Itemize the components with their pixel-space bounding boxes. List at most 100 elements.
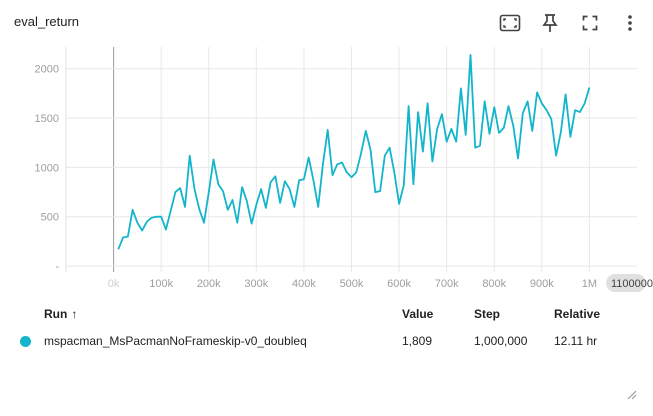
chart-title: eval_return bbox=[14, 14, 80, 29]
line-chart[interactable]: 0k 100k 200k 300k 400k 500k 600k 700k 800k 900k 1M… bbox=[0, 40, 653, 296]
x-tick-label: 1M bbox=[582, 278, 597, 290]
data-point bbox=[455, 141, 457, 143]
data-point bbox=[465, 134, 467, 136]
data-point bbox=[150, 217, 152, 219]
data-point bbox=[469, 54, 471, 56]
fit-domain-icon bbox=[499, 14, 521, 32]
data-point bbox=[403, 184, 405, 186]
data-point bbox=[422, 150, 424, 152]
data-point bbox=[208, 191, 210, 193]
data-point bbox=[255, 204, 257, 206]
x-max-pill: 1100000 bbox=[606, 274, 653, 292]
data-point bbox=[441, 113, 443, 115]
step-column-header[interactable]: Step bbox=[474, 307, 501, 321]
data-point bbox=[583, 102, 585, 104]
data-point bbox=[155, 216, 157, 218]
run-step: 1,000,000 bbox=[474, 334, 528, 348]
data-point bbox=[531, 130, 533, 132]
more-options-button[interactable] bbox=[617, 10, 643, 36]
data-point bbox=[412, 183, 414, 185]
data-point bbox=[317, 206, 319, 208]
value-column-header[interactable]: Value bbox=[402, 307, 434, 321]
x-tick-label: 300k bbox=[244, 278, 268, 290]
x-tick-label: 900k bbox=[530, 278, 554, 290]
data-point bbox=[365, 130, 367, 132]
data-point bbox=[579, 111, 581, 113]
data-point bbox=[374, 191, 376, 193]
data-point bbox=[350, 176, 352, 178]
data-point bbox=[298, 179, 300, 181]
data-point bbox=[146, 220, 148, 222]
data-point bbox=[184, 206, 186, 208]
x-tick-label: 500k bbox=[340, 278, 364, 290]
table-row: mspacman_MsPacmanNoFrameskip-v0_doubleq … bbox=[14, 328, 634, 354]
data-point bbox=[526, 100, 528, 102]
data-point bbox=[189, 154, 191, 156]
data-point bbox=[474, 146, 476, 148]
x-tick-label: 600k bbox=[387, 278, 411, 290]
series-line bbox=[117, 54, 591, 250]
x-max-label: 1100000 bbox=[611, 278, 653, 290]
runs-table: Run ↑ Value Step Relative mspacman_MsPacm… bbox=[14, 300, 634, 354]
run-column-header[interactable]: Run ↑ bbox=[44, 307, 78, 321]
data-point bbox=[227, 209, 229, 211]
y-tick-label: 500 bbox=[41, 212, 59, 224]
fullscreen-button[interactable] bbox=[577, 10, 603, 36]
data-point bbox=[293, 206, 295, 208]
relative-column-header[interactable]: Relative bbox=[554, 307, 601, 321]
data-point bbox=[560, 131, 562, 133]
data-point bbox=[341, 161, 343, 163]
data-point bbox=[407, 105, 409, 107]
data-point bbox=[550, 118, 552, 120]
data-point bbox=[246, 200, 248, 202]
data-point bbox=[312, 179, 314, 181]
data-point bbox=[236, 221, 238, 223]
data-point bbox=[193, 188, 195, 190]
pin-button[interactable] bbox=[537, 10, 563, 36]
data-point bbox=[512, 125, 514, 127]
data-point bbox=[498, 132, 500, 134]
data-point bbox=[384, 154, 386, 156]
x-tick-label: 800k bbox=[482, 278, 506, 290]
data-point bbox=[484, 100, 486, 102]
fullscreen-icon bbox=[582, 15, 598, 31]
data-point bbox=[165, 228, 167, 230]
data-point bbox=[241, 186, 243, 188]
data-point bbox=[303, 178, 305, 180]
x-tick-label: 400k bbox=[292, 278, 316, 290]
data-point bbox=[284, 180, 286, 182]
chart-series bbox=[117, 54, 591, 250]
data-point bbox=[212, 158, 214, 160]
fit-domain-button[interactable] bbox=[497, 10, 523, 36]
data-point bbox=[569, 136, 571, 138]
data-point bbox=[360, 152, 362, 154]
resize-handle-icon[interactable] bbox=[625, 388, 637, 400]
data-point bbox=[222, 190, 224, 192]
data-point bbox=[141, 229, 143, 231]
x-tick-label: 200k bbox=[197, 278, 221, 290]
data-point bbox=[260, 188, 262, 190]
data-point bbox=[431, 160, 433, 162]
data-point bbox=[160, 216, 162, 218]
data-point bbox=[131, 209, 133, 211]
x-tick-label: 700k bbox=[435, 278, 459, 290]
data-point bbox=[536, 91, 538, 93]
data-point bbox=[507, 105, 509, 107]
data-point bbox=[217, 183, 219, 185]
run-color-swatch bbox=[20, 336, 31, 348]
data-point bbox=[122, 236, 124, 238]
data-point bbox=[417, 111, 419, 113]
data-point bbox=[279, 202, 281, 204]
chart-axes: 0k 100k 200k 300k 400k 500k 600k 700k 800k 900k 1M… bbox=[35, 64, 653, 292]
data-point bbox=[522, 112, 524, 114]
x-tick-label: 0k bbox=[108, 278, 120, 290]
data-point bbox=[331, 174, 333, 176]
data-point bbox=[231, 199, 233, 201]
data-point bbox=[503, 127, 505, 129]
run-relative: 12.11 hr bbox=[554, 334, 598, 348]
y-tick-label: - bbox=[55, 261, 59, 273]
run-name: mspacman_MsPacmanNoFrameskip-v0_doubleq bbox=[44, 334, 307, 348]
data-point bbox=[369, 148, 371, 150]
data-point bbox=[445, 141, 447, 143]
pin-icon bbox=[542, 14, 558, 32]
